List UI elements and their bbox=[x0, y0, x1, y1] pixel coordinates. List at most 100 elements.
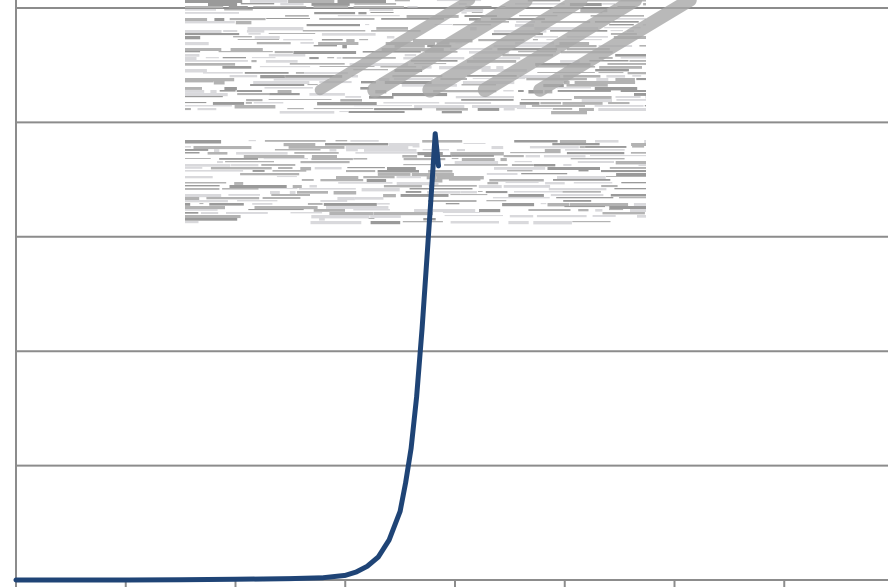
smudge-stroke bbox=[209, 203, 244, 206]
smudge-stroke bbox=[309, 93, 345, 96]
smudge-stroke bbox=[570, 158, 625, 160]
smudge-stroke bbox=[383, 185, 422, 188]
smudge-stroke bbox=[222, 57, 246, 59]
smudge-stroke bbox=[552, 108, 573, 110]
smudge-stroke bbox=[496, 66, 504, 70]
smudge-stroke bbox=[185, 42, 209, 46]
smudge-stroke bbox=[234, 105, 276, 109]
smudge-stroke bbox=[632, 146, 645, 148]
smudge-stroke bbox=[359, 39, 369, 41]
smudge-stroke bbox=[185, 194, 222, 198]
smudge-stroke bbox=[233, 36, 252, 38]
smudge-stroke bbox=[519, 102, 540, 105]
smudge-stroke bbox=[374, 212, 433, 216]
smudge-stroke bbox=[185, 203, 191, 206]
smudge-stroke bbox=[404, 54, 417, 57]
smudge-stroke bbox=[450, 152, 504, 156]
smudge-stroke bbox=[444, 215, 503, 217]
smudge-stroke bbox=[185, 60, 248, 62]
smudge-stroke bbox=[358, 12, 367, 15]
smudge-stroke bbox=[213, 81, 225, 85]
smudge-stroke bbox=[609, 24, 634, 26]
smudge-stroke bbox=[514, 140, 558, 143]
smudge-stroke bbox=[288, 146, 345, 149]
smudge-stroke bbox=[300, 161, 350, 164]
smudge-stroke bbox=[246, 99, 263, 102]
smudge-stroke bbox=[229, 75, 258, 78]
smudge-stroke bbox=[414, 105, 465, 109]
smudge-stroke bbox=[619, 197, 646, 199]
smudge-stroke bbox=[329, 149, 337, 152]
smudge-stroke bbox=[319, 66, 375, 67]
smudge-stroke bbox=[541, 21, 591, 23]
smudge-stroke bbox=[387, 167, 416, 171]
smudge-stroke bbox=[185, 105, 232, 107]
smudge-stroke bbox=[335, 140, 348, 142]
smudge-stroke bbox=[609, 167, 646, 169]
smudge-stroke bbox=[394, 45, 425, 48]
smudge-stroke bbox=[385, 42, 436, 45]
smudge-stroke bbox=[268, 33, 316, 34]
smudge-stroke bbox=[521, 173, 568, 175]
smudge-stroke bbox=[337, 0, 386, 4]
smudge-stroke bbox=[627, 72, 646, 75]
smudge-stroke bbox=[392, 93, 448, 97]
smudge-stroke bbox=[311, 158, 353, 161]
smudge-stroke bbox=[214, 18, 225, 22]
smudge-stroke bbox=[268, 99, 332, 100]
smudge-stroke bbox=[533, 221, 572, 225]
smudge-stroke bbox=[339, 111, 349, 113]
smudge-stroke bbox=[219, 158, 258, 160]
smudge-stroke bbox=[185, 108, 191, 111]
smudge-stroke bbox=[396, 176, 421, 179]
smudge-stroke bbox=[616, 99, 646, 101]
smudge-stroke bbox=[361, 81, 376, 84]
smudge-stroke bbox=[185, 146, 191, 148]
smudge-stroke bbox=[566, 152, 625, 155]
smudge-stroke bbox=[313, 45, 337, 47]
smudge-stroke bbox=[248, 140, 256, 142]
smudge-stroke bbox=[409, 188, 473, 190]
smudge-stroke bbox=[608, 102, 630, 105]
smudge-stroke bbox=[422, 140, 463, 143]
smudge-stroke bbox=[229, 18, 266, 21]
smudge-stroke bbox=[345, 146, 409, 150]
smudge-stroke bbox=[185, 51, 201, 53]
smudge-stroke bbox=[285, 15, 309, 17]
smudge-stroke bbox=[505, 182, 539, 184]
smudge-stroke bbox=[336, 176, 359, 180]
smudge-stroke bbox=[321, 39, 343, 41]
smudge-stroke bbox=[403, 164, 435, 166]
smudge-stroke bbox=[540, 102, 562, 105]
smudge-stroke bbox=[289, 63, 345, 65]
smudge-stroke bbox=[545, 182, 565, 185]
smudge-stroke bbox=[376, 27, 408, 30]
smudge-stroke bbox=[573, 182, 613, 184]
smudge-stroke bbox=[236, 152, 288, 155]
smudge-stroke bbox=[529, 146, 579, 149]
smudge-stroke bbox=[264, 87, 313, 89]
smudge-stroke bbox=[388, 143, 420, 147]
smudge-stroke bbox=[509, 215, 534, 218]
smudge-stroke bbox=[320, 179, 364, 182]
smudge-stroke bbox=[556, 87, 591, 89]
smudge-stroke bbox=[301, 179, 314, 181]
smudge-stroke bbox=[218, 51, 273, 53]
smudge-stroke bbox=[310, 221, 362, 225]
smudge-stroke bbox=[217, 161, 223, 164]
smudge-stroke bbox=[206, 197, 260, 200]
smudge-stroke bbox=[405, 191, 422, 193]
smudge-stroke bbox=[528, 209, 571, 211]
smudge-stroke bbox=[265, 60, 298, 63]
smudge-stroke bbox=[185, 93, 228, 97]
smudge-stroke bbox=[570, 203, 629, 207]
smudge-stroke bbox=[557, 90, 611, 92]
smudge-stroke bbox=[228, 6, 248, 9]
smudge-stroke bbox=[313, 209, 345, 212]
smudge-stroke bbox=[465, 6, 492, 8]
smudge-stroke bbox=[527, 0, 561, 2]
smudge-stroke bbox=[609, 209, 624, 211]
smudge-stroke bbox=[534, 36, 559, 38]
smudge-stroke bbox=[555, 45, 597, 48]
smudge-stroke bbox=[510, 152, 561, 154]
